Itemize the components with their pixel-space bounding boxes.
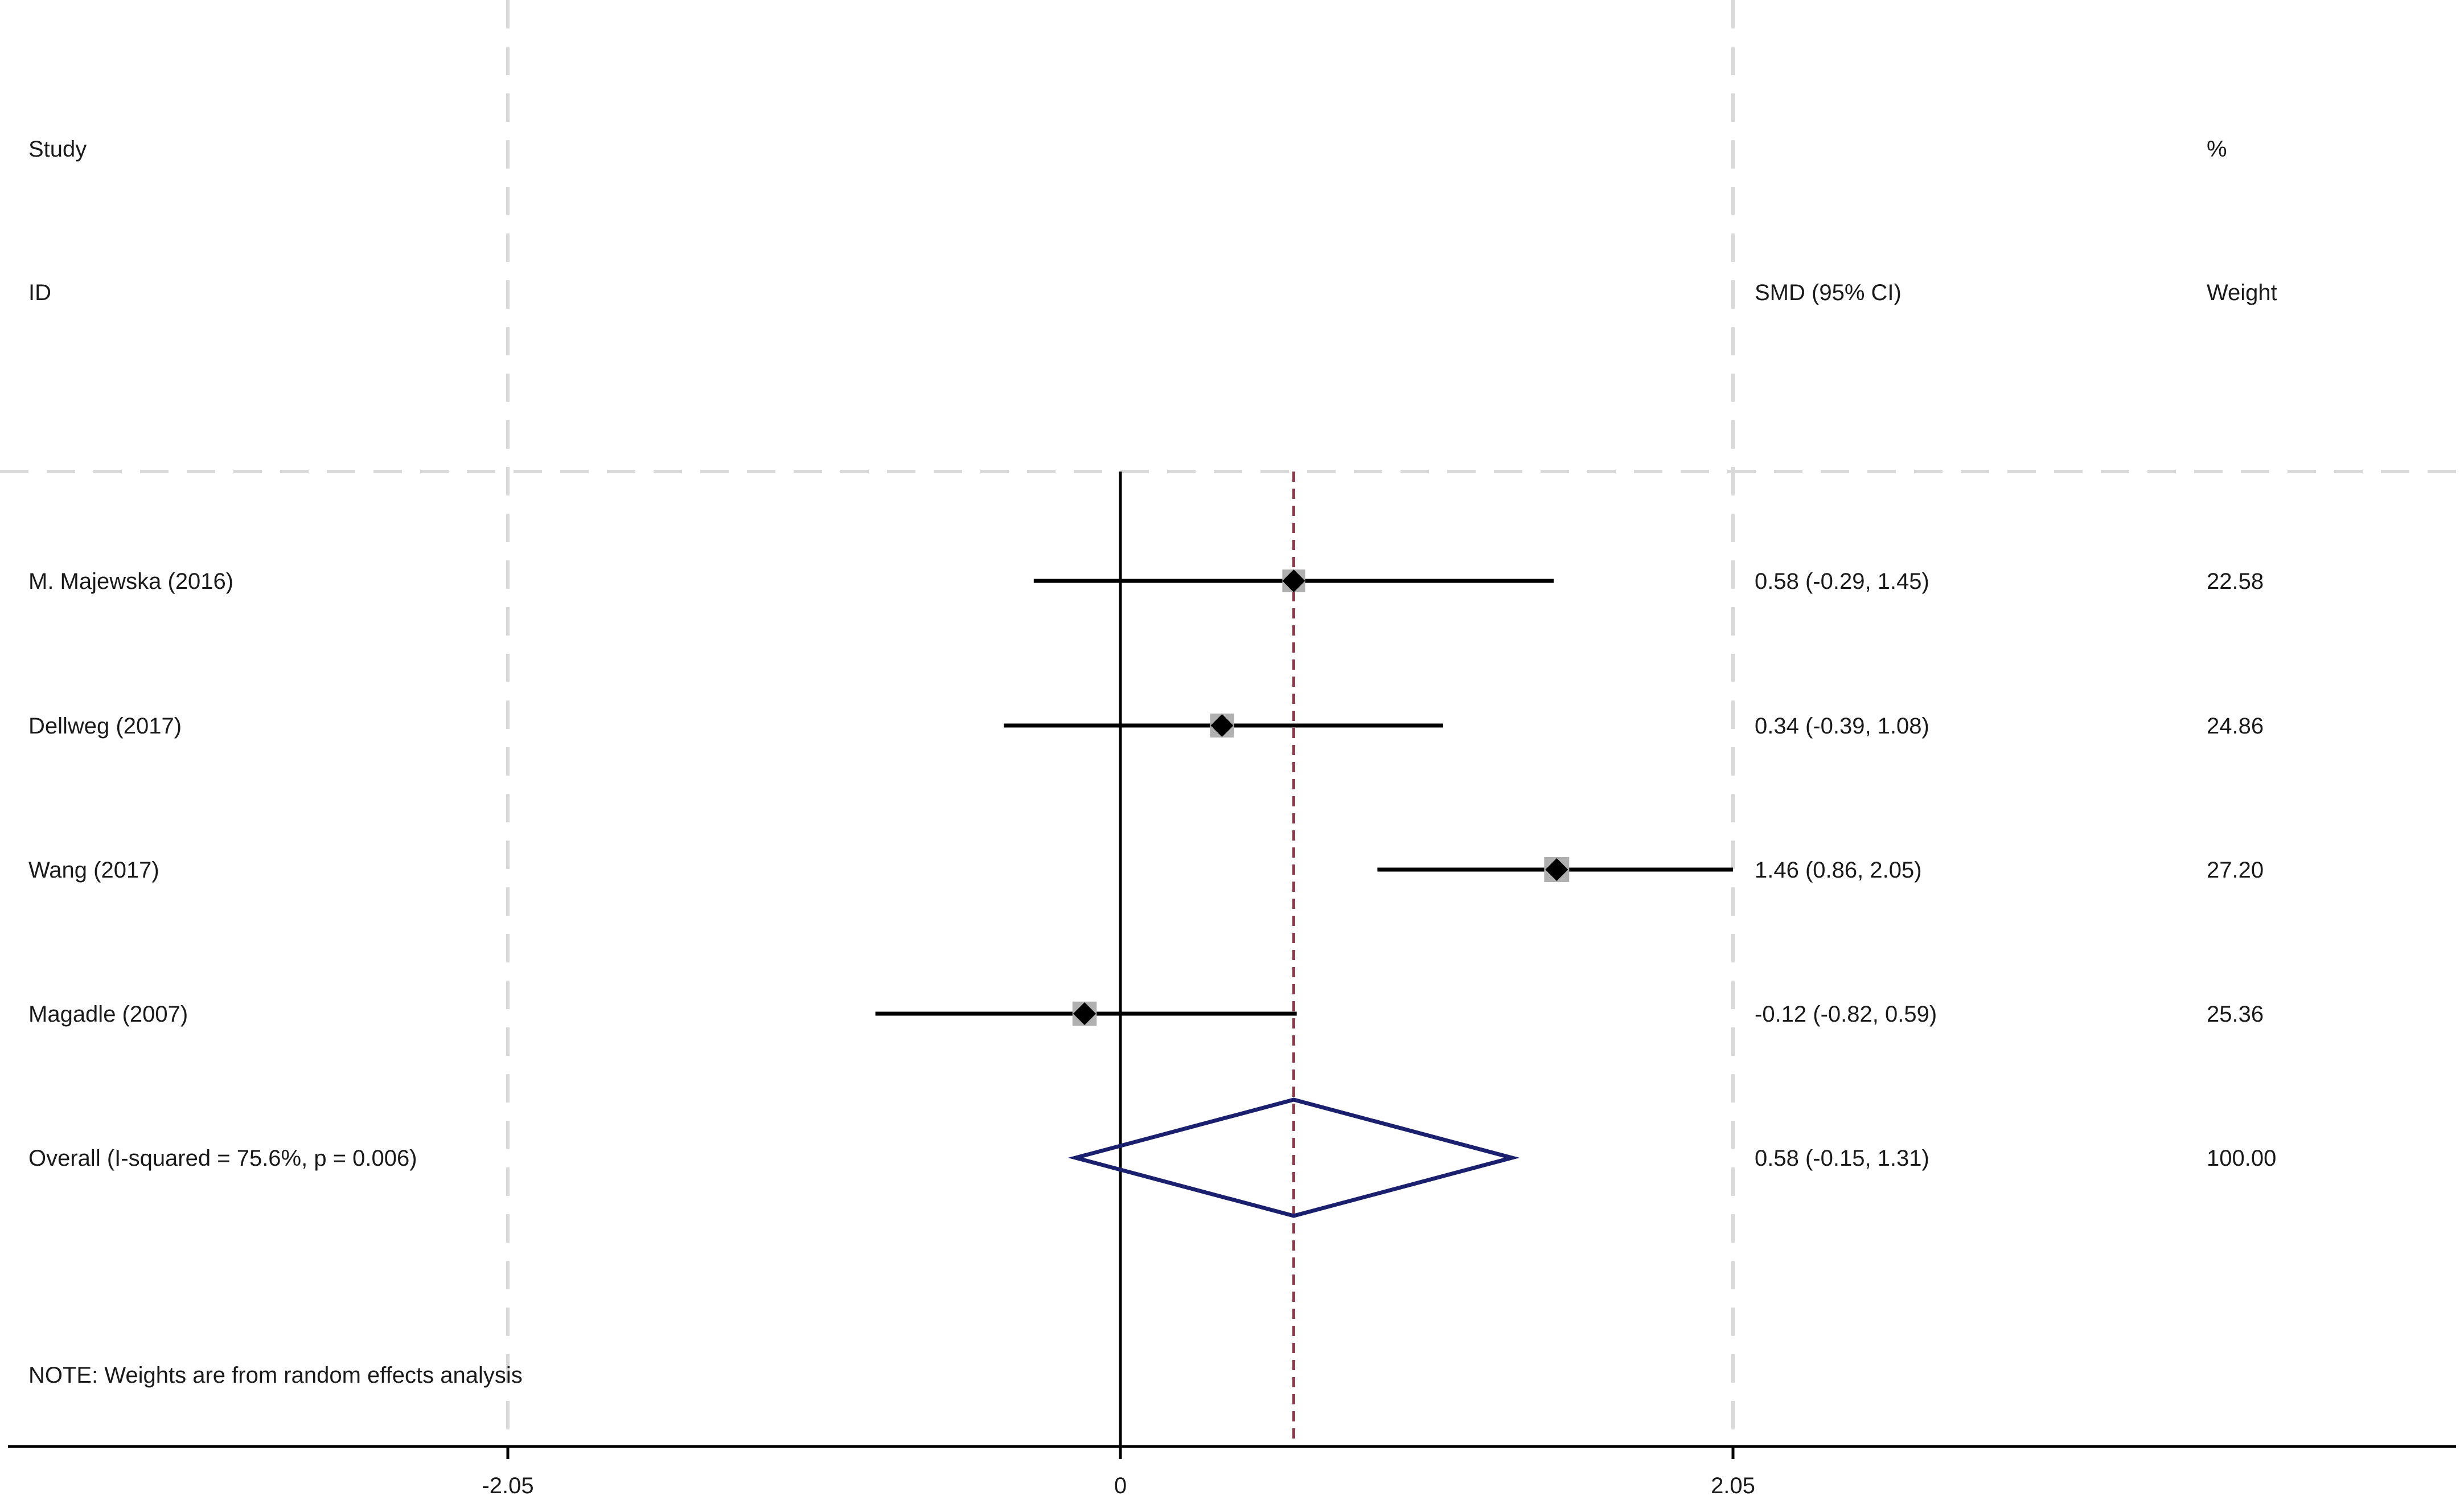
header-pct: % (2207, 137, 2227, 162)
x-tick-label: 0 (1114, 1473, 1127, 1498)
overall-diamond (1067, 1097, 1520, 1218)
x-tick-label: 2.05 (1711, 1473, 1755, 1498)
study-weight-text: 24.86 (2207, 714, 2264, 739)
study-row: Wang (2017) 1.46 (0.86, 2.05) 27.20 (28, 857, 2264, 883)
header-weight: Weight (2207, 280, 2277, 305)
study-rows: M. Majewska (2016) 0.58 (-0.29, 1.45) 22.5… (28, 569, 2264, 1027)
x-tick-label: -2.05 (482, 1473, 533, 1498)
point-estimate-marker (1073, 1002, 1097, 1025)
study-name: Dellweg (2017) (28, 714, 182, 739)
overall-weight-text: 100.00 (2207, 1146, 2276, 1171)
header-study: Study (28, 137, 87, 162)
overall-row: Overall (I-squared = 75.6%, p = 0.006) 0.… (28, 1097, 2276, 1218)
study-ci-text: -0.12 (-0.82, 0.59) (1755, 1002, 1937, 1027)
point-estimate-marker (1282, 569, 1305, 592)
point-estimate-marker (1210, 714, 1234, 737)
table-header: Study ID SMD (95% CI) % Weight (28, 137, 2277, 305)
header-id: ID (28, 280, 51, 305)
overall-label: Overall (I-squared = 75.6%, p = 0.006) (28, 1146, 417, 1171)
study-weight-text: 22.58 (2207, 569, 2264, 594)
study-ci-text: 0.34 (-0.39, 1.08) (1755, 714, 1929, 739)
study-weight-text: 27.20 (2207, 858, 2264, 883)
gridlines (0, 0, 2464, 1446)
study-row: Dellweg (2017) 0.34 (-0.39, 1.08) 24.86 (28, 713, 2264, 739)
header-estimate: SMD (95% CI) (1755, 280, 1902, 305)
study-ci-text: 0.58 (-0.29, 1.45) (1755, 569, 1929, 594)
x-axis: -2.05 0 2.05 (8, 1445, 2456, 1498)
point-estimate-marker (1545, 858, 1568, 881)
study-name: Wang (2017) (28, 858, 159, 883)
note-text: NOTE: Weights are from random effects an… (28, 1363, 523, 1388)
overall-ci-text: 0.58 (-0.15, 1.31) (1755, 1146, 1929, 1171)
study-weight-text: 25.36 (2207, 1002, 2264, 1027)
study-row: Magadle (2007) -0.12 (-0.82, 0.59) 25.36 (28, 1001, 2264, 1027)
study-ci-text: 1.46 (0.86, 2.05) (1755, 858, 1922, 883)
study-name: M. Majewska (2016) (28, 569, 233, 594)
study-row: M. Majewska (2016) 0.58 (-0.29, 1.45) 22.5… (28, 569, 2264, 594)
study-name: Magadle (2007) (28, 1002, 188, 1027)
